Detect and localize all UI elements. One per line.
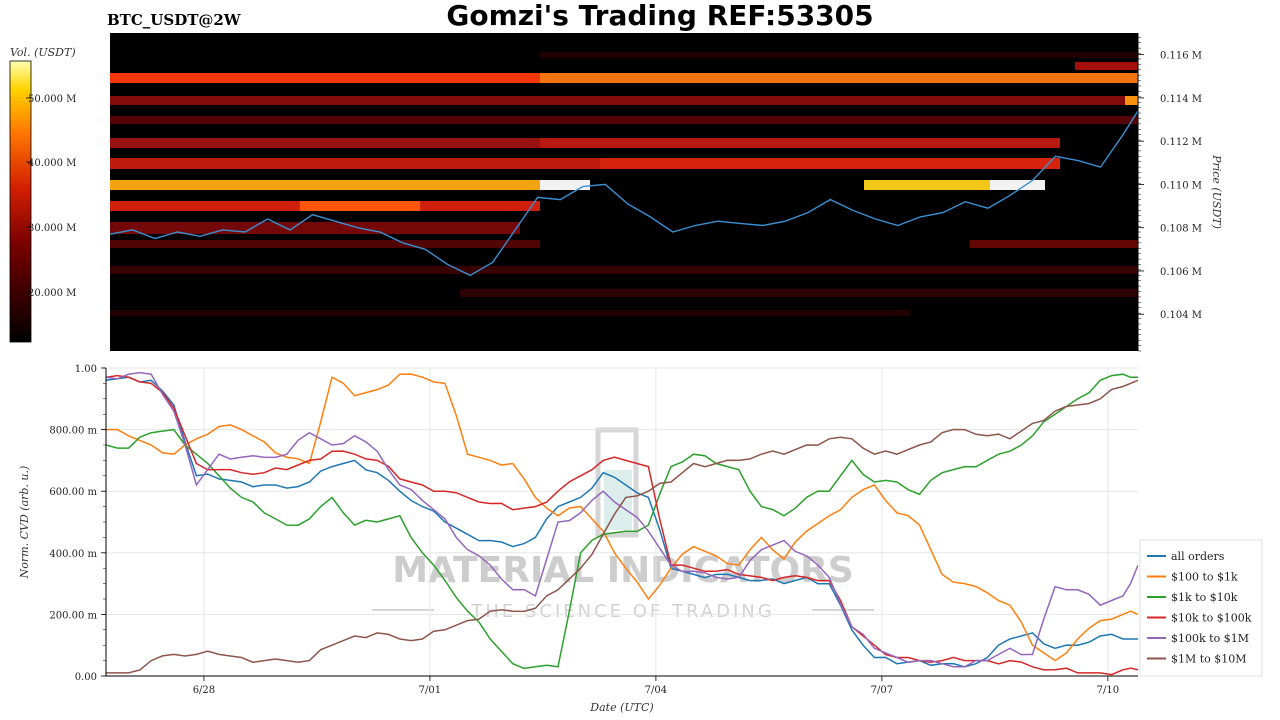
watermark-logo-icon xyxy=(595,427,639,538)
cvd-series-line xyxy=(106,371,1138,668)
cvd-series-line xyxy=(106,373,1138,670)
colorbar-tick-label: 20.000 M xyxy=(28,288,76,299)
heatmap-panel: 0.116 M 0.114 M 0.112 M 0.110 M 0.108 M 0.106… xyxy=(110,33,1223,352)
legend-item-label: $100k to $1M xyxy=(1171,632,1249,645)
cvd-tick-label: 400.00 m xyxy=(49,549,97,560)
cvd-tick-label: 200.00 m xyxy=(49,610,97,621)
price-tick-label: 0.110 M xyxy=(1160,180,1202,191)
symbol-label: BTC_USDT@2W xyxy=(107,11,242,29)
price-axis-label: Price (USDT) xyxy=(1210,154,1223,229)
price-tick-label: 0.114 M xyxy=(1160,94,1202,105)
watermark-line2: THE SCIENCE OF TRADING xyxy=(470,601,774,622)
colorbar-label: Vol. (USDT) xyxy=(10,46,76,59)
cvd-tick-label: 0.00 xyxy=(75,672,97,683)
date-tick-label: 6/28 xyxy=(193,685,215,696)
cvd-series-line xyxy=(106,374,1138,676)
watermark: MATERIAL INDICATORS THE SCIENCE OF TRADI… xyxy=(372,427,874,622)
legend-item-label: $1k to $10k xyxy=(1171,591,1238,604)
cvd-panel: 0.00 200.00 m 400.00 m 600.00 m 800.00 m 1.00… xyxy=(18,364,1138,714)
cvd-series-line xyxy=(106,379,1138,674)
date-tick-label: 7/07 xyxy=(871,685,893,696)
price-tick-label: 0.104 M xyxy=(1160,310,1202,321)
legend-item-label: $1M to $10M xyxy=(1171,653,1247,666)
cvd-series-line xyxy=(106,376,1138,668)
price-tick-label: 0.112 M xyxy=(1160,137,1202,148)
legend-item-label: $100 to $1k xyxy=(1171,571,1238,584)
page-title: Gomzi's Trading REF:53305 xyxy=(446,0,873,32)
date-tick-label: 7/01 xyxy=(419,685,441,696)
cvd-tick-label: 1.00 xyxy=(75,364,97,375)
colorbar: Vol. (USDT) 50.000 M 40.000 M 30.000 M 20.0… xyxy=(9,46,76,343)
colorbar-tick-label: 30.000 M xyxy=(28,223,76,234)
price-tick-label: 0.116 M xyxy=(1160,51,1202,62)
cvd-axis-label: Norm. CVD (arb. u.) xyxy=(18,466,31,580)
price-tick-label: 0.108 M xyxy=(1160,224,1202,235)
legend: all orders $100 to $1k $1k to $10k $10k to … xyxy=(1139,539,1263,677)
date-tick-label: 7/04 xyxy=(645,685,667,696)
date-tick-label: 7/10 xyxy=(1097,685,1119,696)
colorbar-tick-label: 40.000 M xyxy=(28,158,76,169)
colorbar-tick-label: 50.000 M xyxy=(28,94,76,105)
x-axis-label: Date (UTC) xyxy=(589,701,653,714)
watermark-line1: MATERIAL INDICATORS xyxy=(392,550,854,591)
cvd-tick-label: 600.00 m xyxy=(49,487,97,498)
price-line xyxy=(110,110,1138,277)
cvd-tick-label: 800.00 m xyxy=(49,426,97,437)
legend-item-label: all orders xyxy=(1171,550,1225,563)
cvd-series-line xyxy=(106,373,1138,662)
price-tick-label: 0.106 M xyxy=(1160,267,1202,278)
legend-item-label: $10k to $100k xyxy=(1171,612,1252,625)
